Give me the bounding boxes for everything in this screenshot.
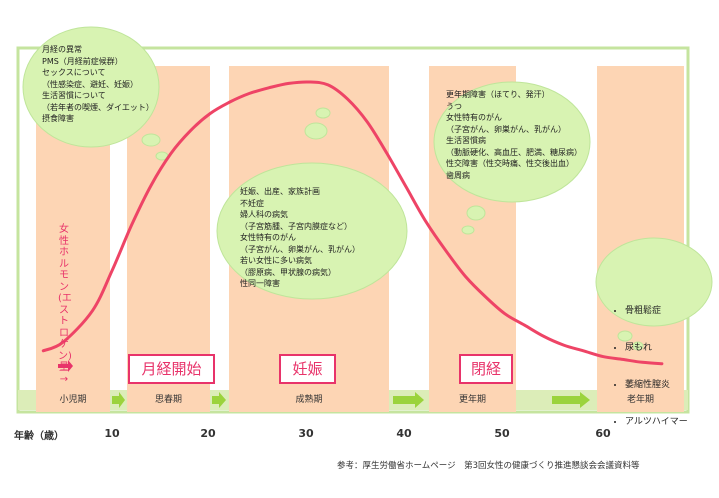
y-axis-label: 女性ホルモン(エストロゲン)量→ <box>58 224 72 385</box>
x-tick-label: 50 <box>494 427 510 440</box>
stage-arrow-4 <box>552 392 590 408</box>
event-pregnancy: 妊娠 <box>279 354 336 384</box>
x-tick-label: 20 <box>200 427 216 440</box>
bubble-elderly <box>595 237 713 327</box>
stage-arrow-2 <box>212 392 226 408</box>
note-menopause: 更年期障害（ほてり、発汗） うつ 女性特有のがん （子宮がん、卵巣がん、乳がん）… <box>446 90 582 180</box>
bubble-elderly-dot-2 <box>632 341 644 351</box>
stage-label-childhood: 小児期 <box>59 395 87 405</box>
event-menopause: 閉経 <box>459 354 513 384</box>
stage-label-menopause: 更年期 <box>458 395 486 405</box>
bubble-elderly-dot-1 <box>617 330 633 342</box>
elderly-item: 萎縮性膣炎 <box>625 378 688 392</box>
stage-arrow-1 <box>112 392 125 408</box>
bubble-puberty-dot-1 <box>141 133 161 147</box>
bubble-menopause <box>433 81 591 203</box>
bubble-menopause-dot-1 <box>466 205 486 221</box>
series-line-estrogen <box>41 80 664 366</box>
stage-label-bgs <box>36 390 684 410</box>
event-menarche: 月経開始 <box>128 354 215 384</box>
stage-bg-puberty <box>127 390 210 410</box>
x-tick-label: 10 <box>104 427 120 440</box>
stage-bg-elderly <box>597 390 684 410</box>
bubble-puberty <box>22 26 160 148</box>
stage-arrows <box>112 392 590 408</box>
stage-bg-childhood <box>36 390 110 410</box>
elderly-item: 尿もれ <box>625 341 688 355</box>
x-tick-label: 40 <box>396 427 412 440</box>
source-note: 参考：厚生労働省ホームページ 第3回女性の健康づくり推進懇談会会議資料等 <box>337 461 640 471</box>
series-layer <box>41 80 664 366</box>
y-label-arrow <box>58 360 73 372</box>
note-maturity: 妊娠、出産、家族計画 不妊症 婦人科の病気 （子宮筋腫、子宮内膜症など） 女性特… <box>240 187 360 288</box>
bubble-menopause-dot-2 <box>461 225 475 235</box>
bubble-maturity <box>216 162 408 300</box>
x-tick-label: 60 <box>595 427 611 440</box>
bubbles <box>22 26 713 351</box>
elderly-item: アルツハイマー <box>625 415 688 429</box>
bubble-maturity-dot-2 <box>315 107 331 119</box>
stage-bg-maturity <box>229 390 389 410</box>
x-tick-label: 30 <box>298 427 314 440</box>
note-puberty: 月経の異常 PMS（月経前症候群） セックスについて （性感染症、避妊、妊娠） … <box>42 45 154 123</box>
elderly-item: 骨粗鬆症 <box>625 304 688 318</box>
stage-bg-menopause <box>429 390 516 410</box>
note-elderly: 骨粗鬆症 尿もれ 萎縮性膣炎 アルツハイマー <box>613 258 688 464</box>
elderly-list: 骨粗鬆症 尿もれ 萎縮性膣炎 アルツハイマー <box>613 281 688 452</box>
stage-arrow-3 <box>393 392 424 408</box>
bubble-maturity-dot-1 <box>304 122 328 140</box>
stage-label-elderly: 老年期 <box>626 395 654 405</box>
x-axis-label: 年齢（歳） <box>14 431 64 442</box>
stage-label-maturity: 成熟期 <box>295 395 323 405</box>
stage-label-puberty: 思春期 <box>154 395 182 405</box>
